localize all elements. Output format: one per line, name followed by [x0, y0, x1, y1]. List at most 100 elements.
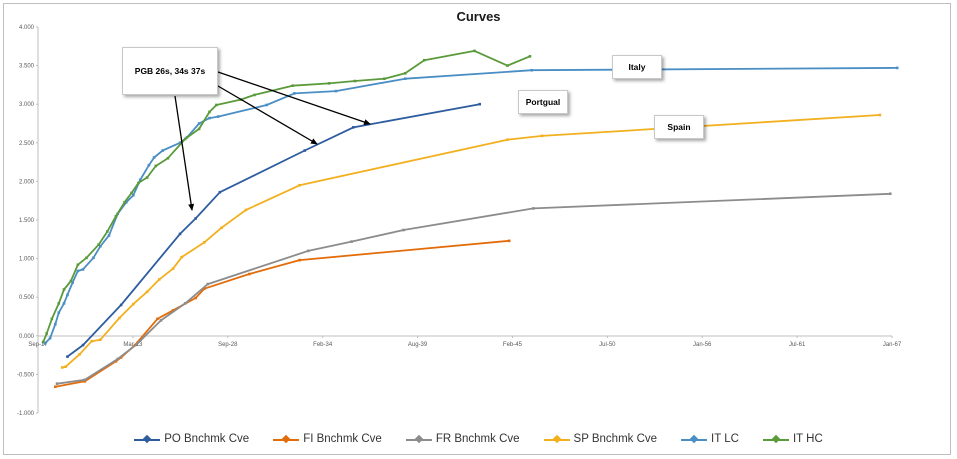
data-point-sp [202, 241, 206, 244]
annotation-arrow [217, 71, 371, 125]
annotation-italy-text: Italy [628, 62, 646, 72]
data-point-it-hc [422, 58, 426, 62]
data-point-it-hc [105, 230, 109, 233]
data-point-it-lc [43, 342, 47, 345]
legend-item-fr: FR Bnchmk Cve [405, 433, 520, 445]
data-point-po [478, 102, 482, 106]
data-point-it-hc [62, 288, 66, 291]
data-point-it-hc [166, 156, 170, 160]
data-point-it-hc [506, 64, 509, 67]
data-point-it-hc [208, 110, 211, 114]
data-point-fr [350, 240, 353, 243]
data-point-it-hc [45, 332, 48, 335]
data-point-fi [83, 380, 87, 383]
chart-title: Curves [456, 9, 501, 24]
series-line-po [66, 103, 480, 358]
data-point-fr [55, 382, 59, 385]
data-point-it-hc [197, 127, 201, 131]
data-point-it-hc [50, 317, 54, 321]
x-tick-label: Jan-56 [693, 342, 712, 348]
legend-item-it-hc: IT HC [762, 433, 823, 445]
data-point-it-hc [291, 84, 294, 87]
x-tick-label: Jan-67 [883, 342, 902, 348]
y-tick-label: 0.500 [19, 295, 35, 301]
series-line-fi [55, 239, 510, 388]
y-tick-label: -1.000 [17, 411, 35, 417]
data-point-it-lc [178, 141, 182, 145]
data-point-it-hc [145, 176, 149, 179]
x-tick-label: Feb-45 [503, 342, 523, 348]
data-point-it-hc [528, 55, 532, 58]
series-line-fr [56, 192, 891, 385]
data-point-it-lc [152, 156, 156, 159]
data-point-it-lc [334, 89, 338, 93]
data-point-it-lc [48, 336, 52, 340]
data-point-it-lc [54, 322, 57, 326]
data-point-it-lc [57, 311, 61, 314]
data-point-it-lc [265, 103, 268, 107]
x-tick-label: Feb-34 [313, 342, 333, 348]
data-point-fr [135, 342, 139, 346]
data-point-it-lc [208, 116, 211, 120]
series-line-sp [62, 114, 880, 369]
x-tick-label: Jul-50 [599, 342, 616, 348]
annotation-spain: Spain [654, 115, 704, 139]
legend-swatch-sp [543, 434, 570, 445]
data-point-it-hc [183, 137, 187, 141]
data-point-fi [54, 385, 57, 389]
data-point-it-lc [293, 92, 296, 95]
data-point-it-lc [66, 293, 69, 297]
data-point-it-lc [530, 68, 533, 72]
data-point-it-lc [403, 77, 407, 81]
data-point-it-lc [81, 268, 85, 271]
data-point-it-lc [107, 234, 111, 237]
data-point-sp [90, 339, 93, 343]
annotation-pgb: PGB 26s, 34s 37s [122, 47, 218, 95]
data-point-it-hc [473, 49, 476, 53]
data-point-it-hc [130, 191, 133, 195]
x-tick-label: Aug-39 [408, 342, 428, 348]
y-tick-label: 3.000 [19, 102, 35, 108]
data-point-fr [306, 249, 310, 253]
data-point-po [119, 303, 123, 307]
y-tick-label: 4.000 [19, 25, 35, 31]
y-tick-label: -0.500 [17, 372, 35, 378]
annotation-pgb-text: PGB 26s, 34s 37s [134, 66, 206, 76]
y-tick-label: 0.000 [19, 334, 35, 340]
data-point-sp [180, 255, 184, 259]
data-point-po [66, 355, 69, 358]
data-point-it-hc [123, 200, 126, 204]
data-point-it-lc [147, 163, 151, 167]
data-point-fi [194, 296, 197, 300]
legend-label-po: PO Bnchmk Cve [164, 433, 250, 445]
x-tick-label: Sep-17 [28, 342, 48, 348]
legend-label-it-lc: IT LC [711, 433, 739, 445]
x-tick-label: Sep-28 [218, 342, 238, 348]
legend-label-fi: FI Bnchmk Cve [303, 433, 382, 445]
annotation-portgual-text: Portgual [525, 97, 561, 107]
data-point-it-lc [197, 122, 201, 125]
data-point-fi [248, 272, 251, 276]
data-point-it-lc [99, 244, 102, 248]
data-point-fr [159, 319, 163, 322]
data-point-fr [206, 282, 210, 286]
data-point-it-hc [253, 93, 256, 97]
data-point-fr [402, 228, 405, 232]
data-point-it-lc [76, 269, 80, 273]
y-tick-label: 1.000 [19, 257, 35, 263]
data-point-it-lc [71, 281, 74, 284]
annotation-arrow [174, 95, 195, 211]
data-point-sp [298, 183, 301, 187]
series-line-it-hc [42, 50, 531, 343]
data-point-it-hc [57, 302, 61, 305]
legend-swatch-it-lc [681, 434, 708, 445]
data-point-fr [116, 357, 119, 361]
data-point-sp [157, 278, 161, 281]
data-point-po [351, 126, 355, 129]
series-line-it-lc [44, 67, 898, 345]
data-point-it-hc [383, 77, 386, 81]
annotation-italy: Italy [612, 55, 662, 79]
data-point-sp [171, 267, 175, 270]
data-point-sp [220, 226, 223, 230]
legend-label-fr: FR Bnchmk Cve [435, 433, 520, 445]
